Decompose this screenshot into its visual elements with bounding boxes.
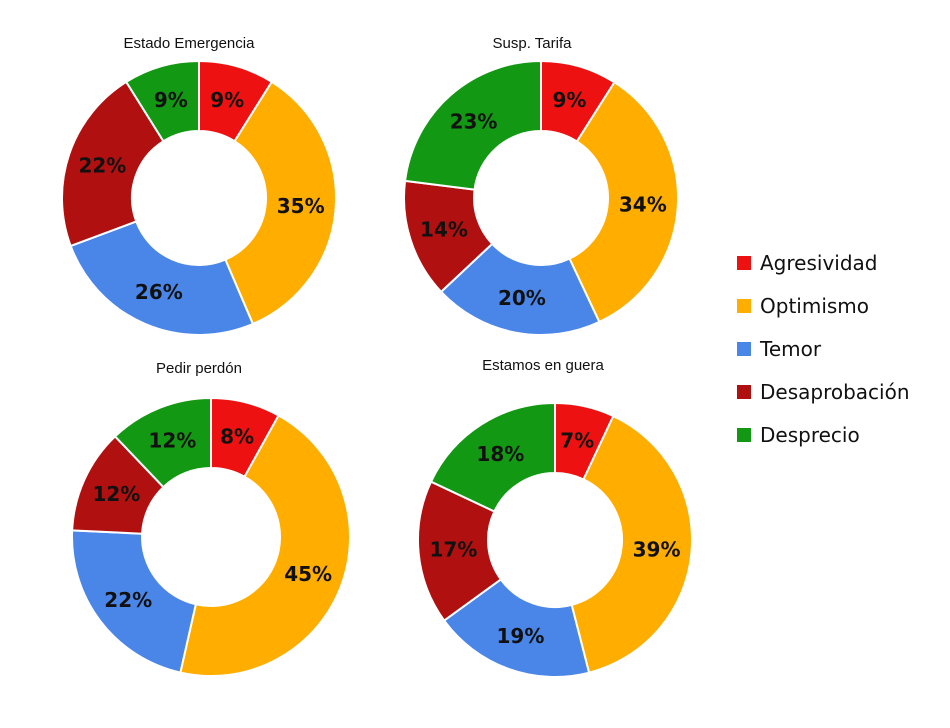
- slice-optimismo: [224, 80, 337, 326]
- legend: Agresividad Optimismo Temor Desaprobación De…: [737, 251, 910, 447]
- slice-label: 9%: [210, 88, 244, 112]
- donut-chart-1: 9% 35% 26% 22% 9%: [61, 59, 337, 336]
- slice-label: 12%: [148, 428, 196, 452]
- slice-optimismo: [570, 414, 693, 674]
- slice-desprecio: [403, 59, 542, 191]
- slice-label: 35%: [277, 194, 325, 218]
- legend-swatch: [737, 342, 751, 356]
- slice-desprecio: [113, 396, 212, 489]
- slice-label: 17%: [430, 538, 478, 562]
- legend-swatch: [737, 299, 751, 313]
- slice-temor: [442, 577, 591, 678]
- slice-label: 18%: [476, 442, 524, 466]
- slice-label: 39%: [633, 538, 681, 562]
- chart-title-3: Pedir perdón: [156, 360, 242, 377]
- chart-title-4: Estamos en guera: [482, 357, 604, 374]
- donut-chart-2: 9% 34% 20% 14% 23%: [403, 59, 679, 336]
- legend-swatch: [737, 428, 751, 442]
- slice-label: 19%: [497, 624, 545, 648]
- slice-desaprobacin: [61, 80, 165, 248]
- legend-label: Optimismo: [760, 294, 869, 318]
- legend-label: Temor: [759, 337, 822, 361]
- legend-label: Desaprobación: [760, 380, 910, 404]
- slice-label: 45%: [284, 562, 332, 586]
- slice-desaprobacin: [417, 480, 503, 622]
- slice-label: 12%: [92, 482, 140, 506]
- slice-label: 34%: [619, 192, 667, 216]
- chart-title-1: Estado Emergencia: [124, 35, 256, 52]
- slice-label: 22%: [78, 153, 126, 177]
- slice-desprecio: [429, 401, 556, 513]
- donut-layer: 9% 35% 26% 22% 9% 9% 34% 20% 14% 23% 8% 45% 22% 12% 12…: [61, 59, 693, 678]
- chart-title-2: Susp. Tarifa: [493, 35, 573, 52]
- slice-label: 14%: [420, 218, 468, 242]
- slice-label: 22%: [104, 588, 152, 612]
- slice-optimismo: [179, 414, 351, 677]
- slice-temor: [439, 242, 601, 336]
- legend-label: Agresividad: [760, 251, 877, 275]
- donut-chart-3: 8% 45% 22% 12% 12%: [71, 396, 351, 677]
- slice-desprecio: [124, 59, 200, 143]
- slice-label: 23%: [450, 109, 498, 133]
- donut-chart-4: 7% 39% 19% 17% 18%: [417, 401, 693, 678]
- slice-label: 9%: [154, 88, 188, 112]
- slice-optimismo: [568, 80, 679, 324]
- slice-label: 20%: [498, 286, 546, 310]
- slice-temor: [69, 220, 255, 336]
- slice-label: 9%: [552, 88, 586, 112]
- legend-swatch: [737, 385, 751, 399]
- legend-swatch: [737, 256, 751, 270]
- slice-label: 8%: [220, 424, 254, 448]
- legend-label: Desprecio: [760, 423, 860, 447]
- slice-label: 7%: [560, 428, 594, 452]
- slice-temor: [71, 529, 197, 674]
- slice-label: 26%: [135, 280, 183, 304]
